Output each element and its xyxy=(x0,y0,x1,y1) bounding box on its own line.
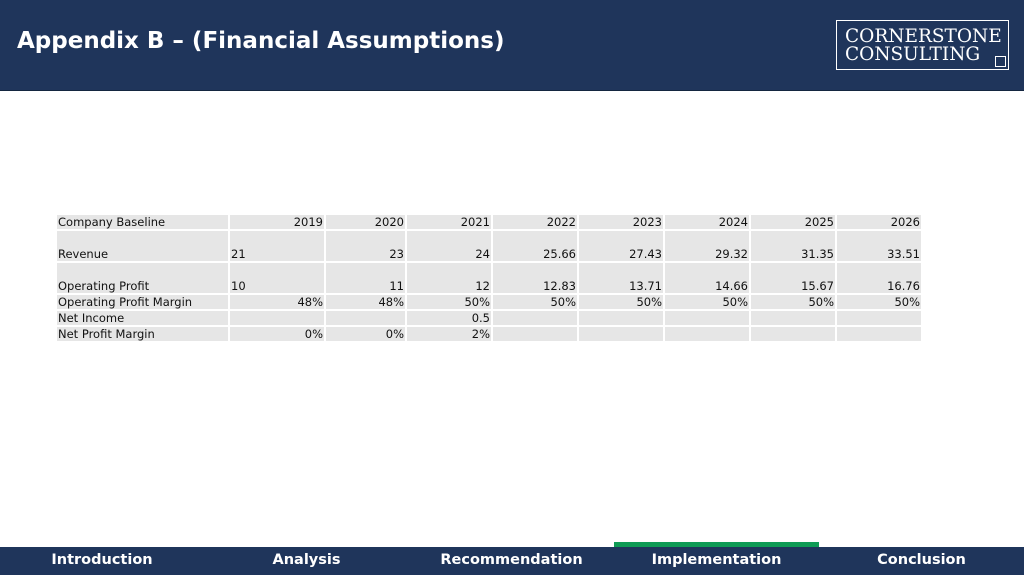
table-row-operating-profit: Operating Profit 10 11 12 12.83 13.71 14… xyxy=(57,263,921,293)
table-cell: 13.71 xyxy=(579,263,663,293)
header-year: 2024 xyxy=(665,215,749,229)
table-cell: 50% xyxy=(579,295,663,309)
table-cell: 21 xyxy=(230,231,324,261)
table-cell xyxy=(493,311,577,325)
table-cell: 48% xyxy=(326,295,405,309)
table-cell xyxy=(665,327,749,341)
table-cell: 33.51 xyxy=(837,231,921,261)
row-label: Net Profit Margin xyxy=(57,327,228,341)
table-row-operating-profit-margin: Operating Profit Margin 48% 48% 50% 50% … xyxy=(57,295,921,309)
table-cell: 25.66 xyxy=(493,231,577,261)
table-cell xyxy=(751,311,835,325)
table-cell xyxy=(579,327,663,341)
table-cell: 2% xyxy=(407,327,491,341)
table-cell xyxy=(326,311,405,325)
table-cell: 0% xyxy=(326,327,405,341)
nav-item-conclusion[interactable]: Conclusion xyxy=(877,552,966,568)
table-cell: 50% xyxy=(665,295,749,309)
table-cell: 23 xyxy=(326,231,405,261)
table-header-row: Company Baseline 2019 2020 2021 2022 202… xyxy=(57,215,921,229)
table-cell: 50% xyxy=(837,295,921,309)
table-cell: 24 xyxy=(407,231,491,261)
nav-item-implementation[interactable]: Implementation xyxy=(614,542,819,575)
nav-item-recommendation[interactable]: Recommendation xyxy=(440,552,583,568)
header-label: Company Baseline xyxy=(57,215,228,229)
table-row-revenue: Revenue 21 23 24 25.66 27.43 29.32 31.35… xyxy=(57,231,921,261)
table-cell: 31.35 xyxy=(751,231,835,261)
header-year: 2023 xyxy=(579,215,663,229)
row-label: Operating Profit Margin xyxy=(57,295,228,309)
table-cell xyxy=(230,311,324,325)
table-cell xyxy=(493,327,577,341)
header-year: 2020 xyxy=(326,215,405,229)
row-label: Net Income xyxy=(57,311,228,325)
slide-title: Appendix B – (Financial Assumptions) xyxy=(17,28,505,54)
header-year: 2025 xyxy=(751,215,835,229)
table-cell: 48% xyxy=(230,295,324,309)
table-cell: 11 xyxy=(326,263,405,293)
nav-item-introduction[interactable]: Introduction xyxy=(51,552,153,568)
financial-assumptions-table: Company Baseline 2019 2020 2021 2022 202… xyxy=(55,213,923,343)
table-cell: 50% xyxy=(751,295,835,309)
header-year: 2022 xyxy=(493,215,577,229)
table-cell: 50% xyxy=(493,295,577,309)
header-year: 2026 xyxy=(837,215,921,229)
table-cell: 16.76 xyxy=(837,263,921,293)
header-year: 2021 xyxy=(407,215,491,229)
table-cell: 12.83 xyxy=(493,263,577,293)
table-cell xyxy=(837,327,921,341)
table-cell: 0.5 xyxy=(407,311,491,325)
table-cell: 27.43 xyxy=(579,231,663,261)
table-row-net-income: Net Income 0.5 xyxy=(57,311,921,325)
table-cell: 50% xyxy=(407,295,491,309)
table-cell: 12 xyxy=(407,263,491,293)
row-label: Operating Profit xyxy=(57,263,228,293)
logo-square-icon xyxy=(995,56,1006,67)
table-cell xyxy=(751,327,835,341)
header-year: 2019 xyxy=(230,215,324,229)
logo-line-2: CONSULTING xyxy=(845,44,981,65)
section-nav-bar: Introduction Analysis Recommendation Imp… xyxy=(0,542,1024,575)
table-cell: 14.66 xyxy=(665,263,749,293)
table-cell: 10 xyxy=(230,263,324,293)
table-row-net-profit-margin: Net Profit Margin 0% 0% 2% xyxy=(57,327,921,341)
logo-line-1: CORNERSTONE xyxy=(845,26,1002,47)
table-cell: 15.67 xyxy=(751,263,835,293)
slide-header: Appendix B – (Financial Assumptions) COR… xyxy=(0,0,1024,91)
table-cell: 29.32 xyxy=(665,231,749,261)
table-cell xyxy=(665,311,749,325)
nav-item-analysis[interactable]: Analysis xyxy=(272,552,341,568)
table-cell: 0% xyxy=(230,327,324,341)
table-cell xyxy=(837,311,921,325)
row-label: Revenue xyxy=(57,231,228,261)
table-cell xyxy=(579,311,663,325)
company-logo: CORNERSTONE CONSULTING xyxy=(836,20,1009,70)
